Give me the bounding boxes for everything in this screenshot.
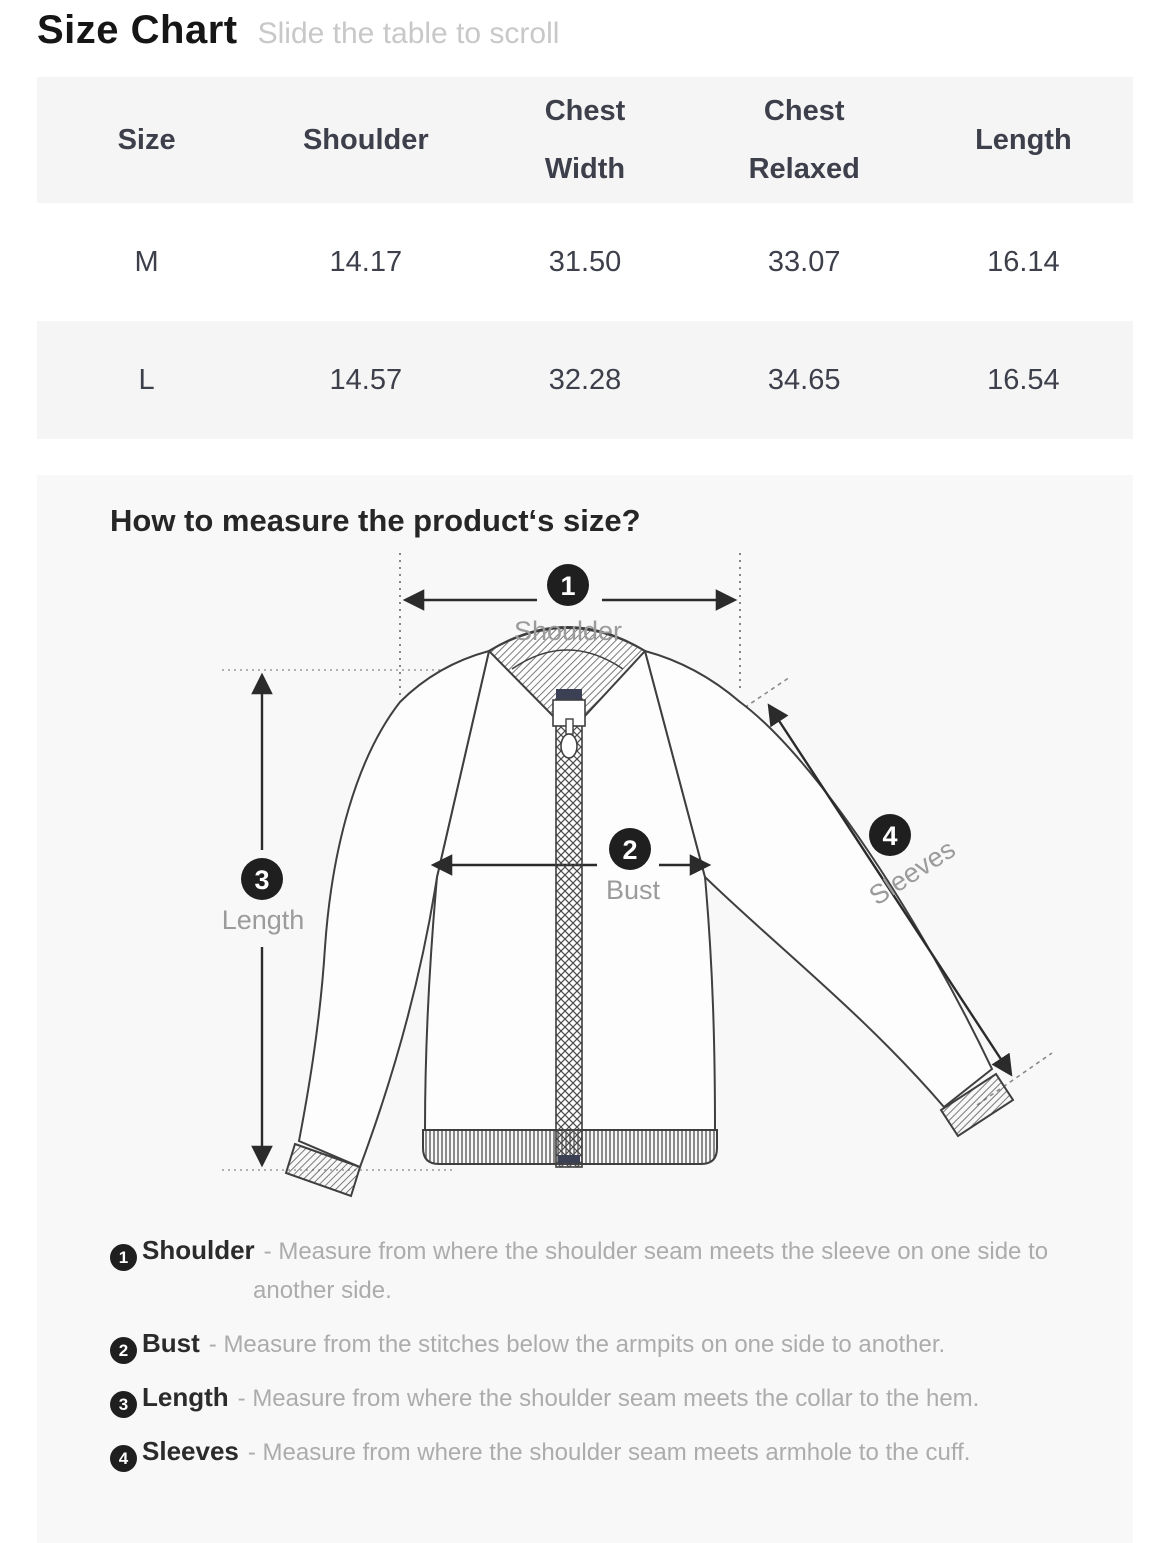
shoulder-label: Shoulder bbox=[514, 616, 622, 646]
badge-3-number: 3 bbox=[254, 865, 269, 895]
left-cuff bbox=[284, 1142, 362, 1198]
cell-size-m: M bbox=[134, 245, 159, 278]
jacket-measurement-diagram: 1 Shoulder 2 Bust 3 Length 4 Sleeves bbox=[222, 553, 1053, 1198]
legend-desc: - Measure from where the shoulder seam m… bbox=[253, 1238, 1049, 1304]
legend-desc: - Measure from where the shoulder seam m… bbox=[247, 1438, 971, 1466]
page-subtitle-hint: Slide the table to scroll bbox=[257, 17, 560, 50]
legend-desc: - Measure from the stitches below the ar… bbox=[208, 1330, 946, 1358]
badge-2-number: 2 bbox=[622, 835, 637, 865]
legend-badge-3-icon: 3 bbox=[110, 1390, 137, 1418]
col-header-chest-width: Chest Width bbox=[544, 95, 626, 185]
cell-l-shoulder: 14.57 bbox=[329, 363, 403, 396]
cell-l-chest-relaxed: 34.65 bbox=[767, 363, 841, 396]
right-cuff bbox=[939, 1072, 1015, 1138]
collar-inner-line bbox=[511, 649, 624, 670]
shoulder-guide-lines bbox=[399, 553, 741, 695]
cell-m-chest-relaxed: 33.07 bbox=[767, 245, 841, 278]
badge-4-number: 4 bbox=[882, 821, 897, 851]
legend-term: Sleeves bbox=[142, 1435, 239, 1466]
col-header-shoulder: Shoulder bbox=[302, 124, 429, 156]
legend-badge-1-icon: 1 bbox=[110, 1244, 137, 1272]
legend-item-length: 3 Length - Measure from where the shoulder… bbox=[110, 1376, 1110, 1419]
measure-guide-card: How to measure the product‘s size? bbox=[37, 475, 1133, 1543]
table-row: L 14.57 32.28 34.65 16.54 bbox=[37, 321, 1133, 439]
size-table[interactable]: Size Shoulder Chest Width Chest Relaxed … bbox=[37, 77, 1133, 439]
shoulder-annotation: 1 Shoulder bbox=[402, 564, 738, 646]
cell-l-length: 16.54 bbox=[987, 363, 1060, 396]
legend-badge-2-icon: 2 bbox=[110, 1337, 137, 1365]
legend-desc: - Measure from where the shoulder seam m… bbox=[237, 1384, 980, 1412]
badge-1-icon bbox=[547, 564, 589, 606]
col-header-length: Length bbox=[975, 124, 1072, 156]
legend-term: Shoulder bbox=[142, 1235, 255, 1265]
legend-term: Length bbox=[142, 1381, 229, 1412]
zipper-pull bbox=[560, 733, 578, 759]
cell-m-length: 16.14 bbox=[987, 245, 1060, 278]
cell-m-chest-width: 31.50 bbox=[548, 245, 622, 278]
size-table-header-row: Size Shoulder Chest Width Chest Relaxed … bbox=[37, 77, 1133, 203]
cell-size-l: L bbox=[138, 363, 155, 396]
measurement-legend: 1 Shoulder - Measure from where the should… bbox=[110, 1229, 1110, 1472]
legend-badge-4-icon: 4 bbox=[110, 1444, 137, 1472]
bust-annotation: 2 Bust bbox=[606, 828, 661, 905]
length-label: Length bbox=[222, 905, 305, 935]
measure-guide-heading: How to measure the product‘s size? bbox=[110, 503, 641, 538]
col-header-chest-relaxed: Chest Relaxed bbox=[748, 95, 860, 185]
cell-m-shoulder: 14.17 bbox=[329, 245, 403, 278]
col-header-size: Size bbox=[117, 124, 176, 156]
badge-1-number: 1 bbox=[560, 571, 575, 601]
legend-item-sleeves: 4 Sleeves - Measure from where the shoulde… bbox=[110, 1430, 1110, 1473]
badge-3-icon bbox=[241, 858, 283, 900]
zipper bbox=[552, 689, 586, 1168]
table-row: M 14.17 31.50 33.07 16.14 bbox=[37, 203, 1133, 321]
page-header: Size Chart Slide the table to scroll bbox=[37, 8, 1133, 53]
page-title: Size Chart bbox=[37, 8, 238, 52]
legend-item-shoulder: 1 Shoulder - Measure from where the should… bbox=[110, 1229, 1110, 1311]
legend-term: Bust bbox=[142, 1327, 200, 1358]
length-annotation: 3 Length bbox=[222, 672, 305, 1168]
cell-l-chest-width: 32.28 bbox=[548, 363, 622, 396]
badge-4-icon bbox=[869, 814, 911, 856]
zipper-pull-neck bbox=[565, 718, 574, 735]
legend-item-bust: 2 Bust - Measure from the stitches below t… bbox=[110, 1322, 1110, 1365]
bust-label: Bust bbox=[606, 875, 661, 905]
badge-2-icon bbox=[609, 828, 651, 870]
